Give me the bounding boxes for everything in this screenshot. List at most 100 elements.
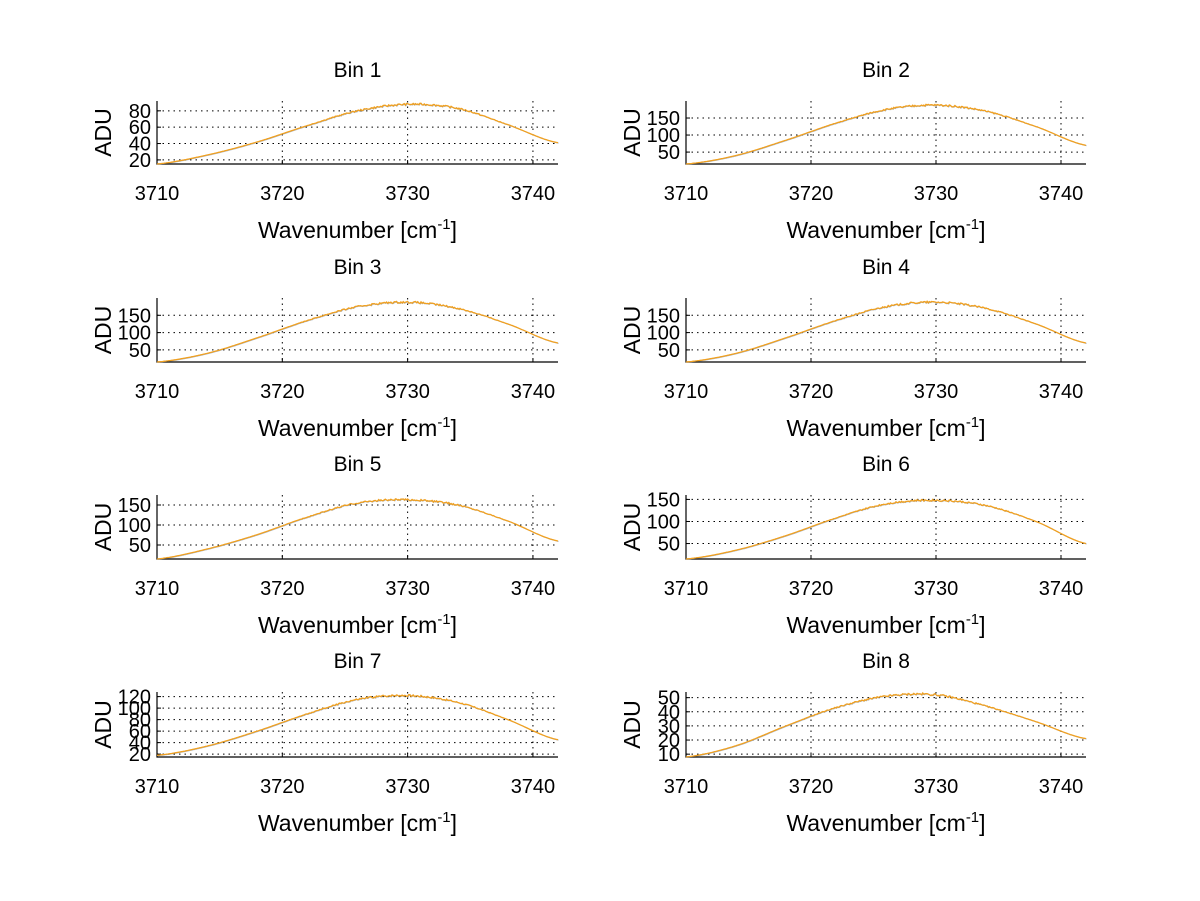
x-tick-label: 3740 [511,183,556,205]
x-axis-label: Wavenumber [cm-1] [258,611,457,638]
x-tick-label: 3720 [260,381,305,403]
x-axis-label: Wavenumber [cm-1] [258,809,457,836]
y-tick-label: 100 [118,515,151,537]
spectrum-shadow-line [157,103,559,165]
y-axis-label: ADU [619,108,645,157]
y-tick-label: 80 [129,710,151,732]
y-tick-label: 150 [647,305,680,327]
x-tick-label: 3710 [135,776,180,798]
x-tick-label: 3710 [135,381,180,403]
y-axis-label: ADU [90,503,116,552]
x-tick-label: 3740 [511,776,556,798]
x-tick-label: 3720 [789,776,834,798]
x-tick-label: 3730 [914,183,959,205]
spectrum-shadow-line [157,694,559,757]
y-tick-label: 50 [658,688,680,710]
spectrum-shadow-line [686,692,1087,758]
panel-title: Bin 1 [334,59,382,82]
y-tick-label: 40 [129,733,151,755]
y-axis-label: ADU [619,503,645,552]
y-tick-label: 30 [658,716,680,738]
y-axis-label: ADU [90,108,116,157]
x-tick-label: 3720 [789,183,834,205]
x-tick-label: 3740 [1039,776,1084,798]
y-tick-label: 20 [658,730,680,752]
x-tick-label: 3740 [1039,183,1084,205]
y-tick-label: 150 [118,305,151,327]
y-tick-label: 150 [647,108,680,130]
x-tick-label: 3730 [385,381,430,403]
y-tick-label: 60 [129,721,151,743]
x-tick-label: 3710 [135,578,180,600]
y-tick-label: 50 [658,534,680,556]
axes [156,692,558,758]
y-tick-label: 80 [129,101,151,123]
y-tick-label: 20 [129,744,151,766]
x-tick-label: 3740 [1039,381,1084,403]
y-tick-label: 120 [118,687,151,709]
x-tick-label: 3740 [511,578,556,600]
y-tick-label: 100 [647,323,680,345]
y-tick-label: 100 [647,125,680,147]
x-tick-label: 3730 [385,578,430,600]
x-tick-label: 3730 [385,183,430,205]
x-axis-label: Wavenumber [cm-1] [258,414,457,441]
x-axis-label: Wavenumber [cm-1] [258,216,457,243]
y-tick-label: 150 [647,489,680,511]
x-tick-label: 3730 [385,776,430,798]
spectrum-line [156,102,559,165]
x-tick-label: 3710 [664,578,709,600]
x-tick-label: 3720 [260,776,305,798]
y-tick-label: 20 [129,150,151,172]
panel-title: Bin 5 [334,453,382,476]
x-tick-label: 3740 [1039,578,1084,600]
x-axis-label: Wavenumber [cm-1] [786,216,985,243]
spectrum-shadow-line [686,300,1087,363]
y-tick-label: 100 [118,698,151,720]
spectrum-line [156,497,559,560]
x-tick-label: 3730 [914,381,959,403]
spectrum-line [156,693,559,756]
spectrum-shadow-line [686,499,1087,560]
y-axis-label: ADU [90,306,116,355]
x-tick-label: 3730 [914,578,959,600]
spectrum-shadow-line [157,498,559,560]
y-tick-label: 50 [658,340,680,362]
y-tick-label: 100 [118,323,151,345]
x-tick-label: 3720 [789,381,834,403]
x-axis-label: Wavenumber [cm-1] [786,414,985,441]
x-axis-label: Wavenumber [cm-1] [786,611,985,638]
panel-title: Bin 7 [334,650,382,673]
spectrum-line [156,300,559,363]
x-tick-label: 3710 [664,776,709,798]
axes [685,692,1086,758]
x-tick-label: 3710 [664,183,709,205]
y-tick-label: 100 [647,511,680,533]
y-tick-label: 60 [129,117,151,139]
x-tick-label: 3720 [260,578,305,600]
x-tick-label: 3710 [664,381,709,403]
y-axis-label: ADU [90,700,116,749]
y-axis-label: ADU [619,700,645,749]
spectrum-line [685,300,1087,363]
axes [156,298,558,363]
spectrum-line [685,691,1087,758]
x-tick-label: 3720 [789,578,834,600]
x-tick-label: 3730 [914,776,959,798]
x-tick-label: 3740 [511,381,556,403]
panel-title: Bin 6 [862,453,910,476]
panel-title: Bin 2 [862,59,910,82]
y-tick-label: 40 [658,702,680,724]
axes [156,495,558,560]
x-axis-label: Wavenumber [cm-1] [786,809,985,836]
panel-title: Bin 8 [862,650,910,673]
